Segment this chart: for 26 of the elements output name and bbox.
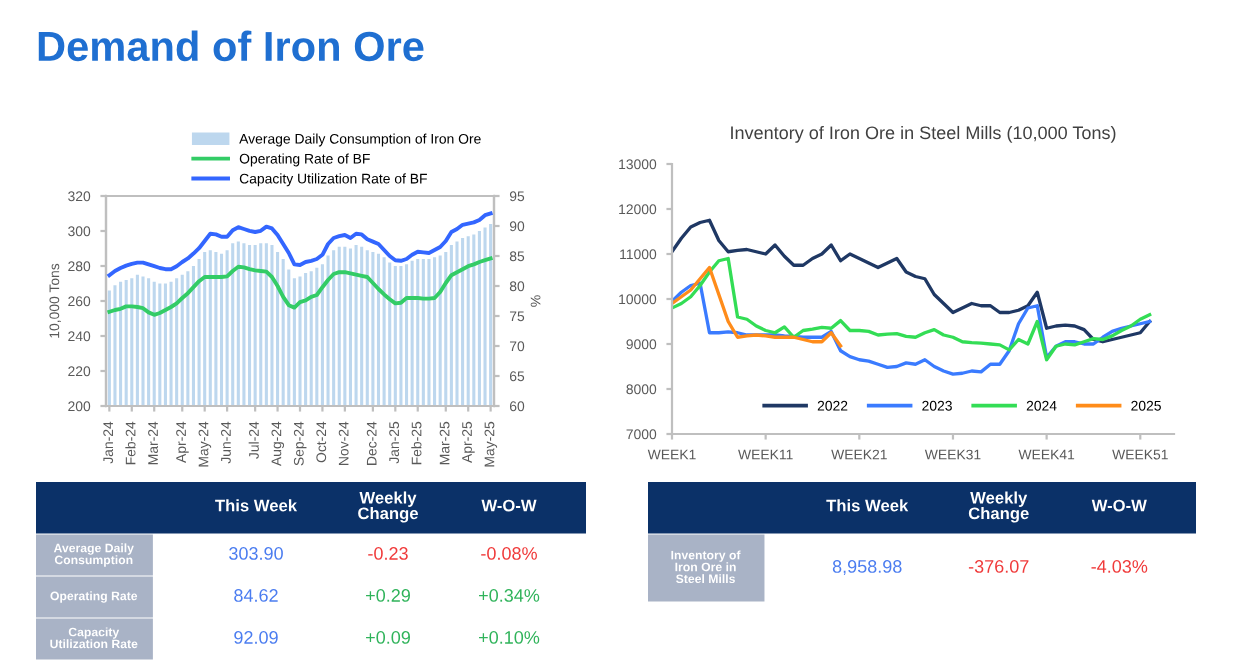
text: 92.09 <box>234 631 278 644</box>
category-label: Weekly Change <box>968 491 1029 523</box>
line-series <box>672 265 843 348</box>
text: -0.23 <box>368 547 408 560</box>
text: -0.08% <box>481 547 537 560</box>
line-series <box>107 211 493 278</box>
category-label: W-O-W <box>1091 499 1147 512</box>
text: 303.90 <box>229 547 283 560</box>
text: 84.62 <box>234 589 278 602</box>
line-series <box>107 256 493 317</box>
category-label: W-O-W <box>481 499 537 512</box>
chart-title: Inventory of Iron Ore in Steel Mills (10,000 Tons) <box>731 125 1116 143</box>
line-series <box>672 256 1152 362</box>
text: +0.10% <box>479 631 540 644</box>
line-series <box>672 281 1152 376</box>
category-label: This Week <box>215 499 298 512</box>
text: -376.07 <box>968 560 1029 573</box>
category-label: Weekly Change <box>358 491 418 523</box>
text: -4.03% <box>1091 560 1148 573</box>
chart-title: Demand of Iron Ore <box>38 30 424 62</box>
text: +0.09 <box>366 631 410 644</box>
category-label: This Week <box>826 499 909 512</box>
text: +0.34% <box>479 589 540 602</box>
text: +0.29 <box>366 589 410 602</box>
text: 8,958.98 <box>832 560 902 575</box>
line-series <box>672 218 1152 344</box>
